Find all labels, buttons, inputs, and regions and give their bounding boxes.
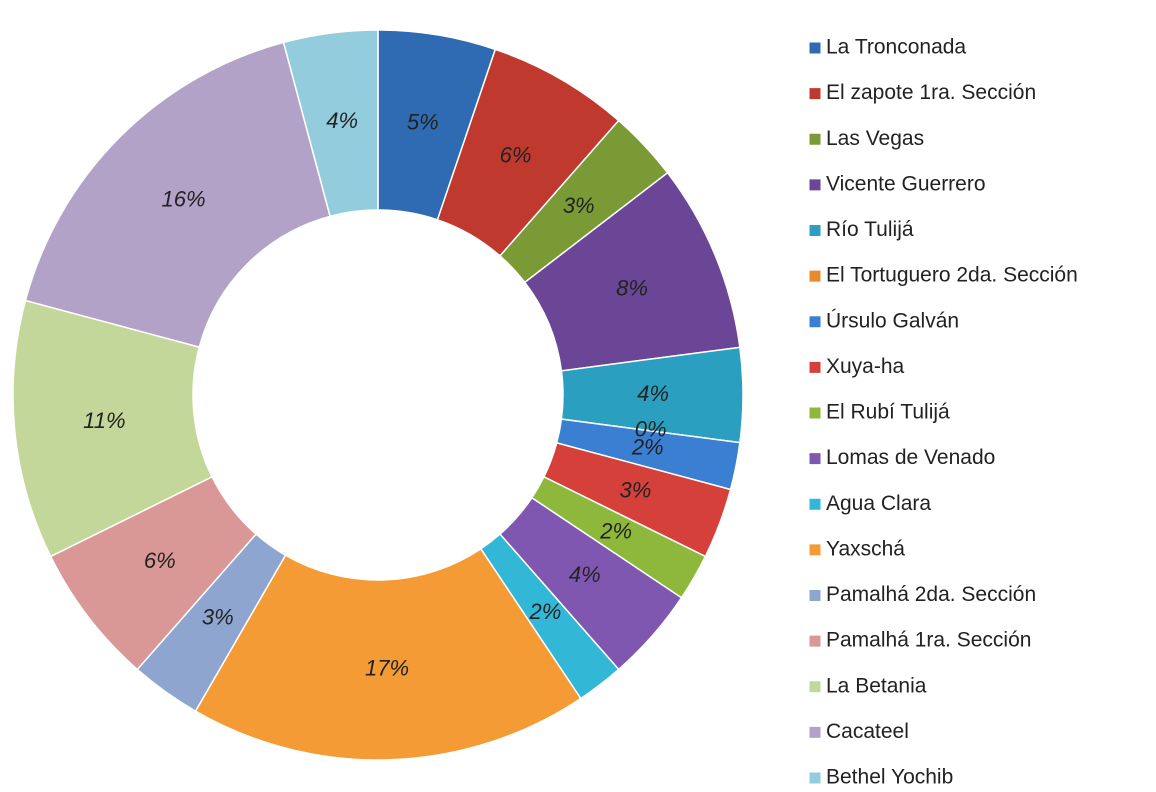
legend-label: Yaxschá [826,537,905,560]
legend-label: El Tortuguero 2da. Sección [826,264,1078,287]
legend-label: Xuya-ha [826,355,905,378]
data-label: 2% [631,434,664,459]
data-label: 11% [83,408,125,433]
legend-swatch [808,315,822,329]
legend-label: Lomas de Venado [826,446,995,469]
data-label: 3% [619,478,651,503]
slice [194,547,582,761]
legend-swatch [808,224,822,237]
legend-swatch [808,360,822,374]
legend-label: Agua Clara [826,492,931,515]
data-label: 16% [162,186,206,211]
data-label: 4% [569,562,601,587]
legend-label: Bethel Yochib [826,766,953,789]
legend-label: Pamalhá 1ra. Sección [826,629,1031,652]
data-label: 17% [365,656,409,681]
legend-label: Pamalhá 2da. Sección [826,583,1036,606]
data-label: 4% [637,381,669,406]
legend-swatch [808,725,822,739]
legend-swatch [808,589,822,602]
data-label: 4% [326,108,358,133]
legend-label: Vicente Guerrero [826,172,986,195]
legend-swatch [808,543,822,557]
data-label: 6% [500,143,532,168]
legend-swatch [808,269,822,283]
slice [24,41,332,349]
legend-swatch [808,406,822,420]
legend-label: El Rubí Tulijá [826,401,950,424]
legend-label: La Tronconada [826,36,966,59]
legend-swatch [808,771,822,785]
data-label: 6% [144,548,176,573]
data-label: 8% [616,276,648,301]
legend-swatch [808,41,822,55]
legend-label: Úrsulo Galván [826,309,959,332]
legend-swatch [808,132,822,146]
data-label: 0% [635,417,667,442]
data-label: 2% [529,599,562,624]
slice [12,299,214,558]
data-label: 3% [202,604,234,629]
legend-label: Las Vegas [826,127,924,150]
legend-swatch [808,497,822,511]
data-label: 5% [407,109,439,134]
slice [282,29,379,218]
legend-label: Río Tulijá [826,218,914,241]
legend-label: La Betania [826,674,927,697]
legend-swatch [808,452,822,466]
legend-swatch [808,87,822,101]
data-label: 3% [563,193,595,218]
legend-swatch [808,680,822,694]
legend-label: El zapote 1ra. Sección [826,81,1036,104]
legend-swatch [808,634,822,648]
legend-label: Cacateel [826,720,909,743]
legend-swatch [808,178,822,192]
data-label: 2% [599,518,632,543]
